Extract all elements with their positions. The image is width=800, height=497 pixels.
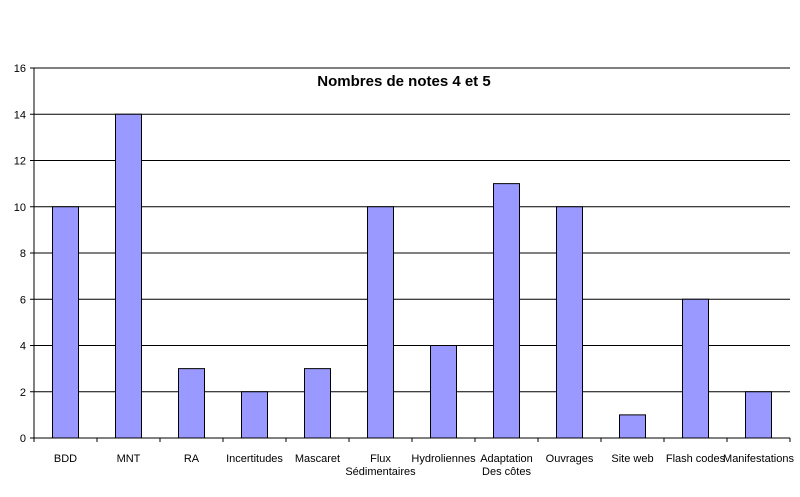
y-tick-label: 12 <box>14 156 26 168</box>
x-tick-label: Flux Sédimentaires <box>345 453 416 478</box>
x-tick-label-line: Incertitudes <box>226 453 283 465</box>
x-tick-label: BDD <box>54 453 77 465</box>
y-tick-label: 2 <box>20 387 26 399</box>
bar <box>556 206 583 439</box>
x-tick-label-line: Hydroliennes <box>411 453 476 465</box>
x-tick-label-line: Flash codes <box>666 453 726 465</box>
bar <box>241 391 268 439</box>
x-tick-label: Manifestations <box>723 453 794 465</box>
x-tick-label-line: Sédimentaires <box>345 466 416 478</box>
x-tick-labels: BDD MNT RA Incertitudes Mascaret Flux Sédiment… <box>54 453 795 478</box>
bar <box>745 391 772 439</box>
x-tick-label-line: MNT <box>117 453 141 465</box>
bar <box>682 298 709 439</box>
x-tick-label-line: RA <box>184 453 200 465</box>
y-tick-label: 6 <box>20 294 26 306</box>
x-tick-label: Incertitudes <box>226 453 283 465</box>
bar <box>304 368 331 439</box>
x-tick-label-line: Adaptation <box>480 453 533 465</box>
x-tick-label-line: Flux <box>370 453 391 465</box>
bar <box>619 414 646 439</box>
y-tick-labels: 0 2 4 6 8 10 12 14 16 <box>14 63 26 445</box>
x-tick-label: Adaptation Des côtes <box>480 453 533 478</box>
x-tick-label: Hydroliennes <box>411 453 476 465</box>
axes <box>30 67 791 442</box>
x-tick-label-line: Ouvrages <box>546 453 594 465</box>
bar <box>493 183 520 439</box>
y-tick-label: 8 <box>20 248 26 260</box>
x-tick-label-line: Mascaret <box>295 453 340 465</box>
x-tick-label: Ouvrages <box>546 453 594 465</box>
x-tick-label: Mascaret <box>295 453 340 465</box>
bar <box>367 206 394 439</box>
x-tick-label-line: Des côtes <box>482 466 531 478</box>
y-tick-label: 10 <box>14 202 26 214</box>
x-tick-label: Flash codes <box>666 453 726 465</box>
bar <box>178 368 205 439</box>
y-tick-label: 14 <box>14 109 26 121</box>
y-tick-label: 16 <box>14 63 26 75</box>
x-tick-label-line: Manifestations <box>723 453 794 465</box>
chart-title: Nombres de notes 4 et 5 <box>317 73 490 90</box>
bar <box>52 206 79 439</box>
bar <box>115 113 142 439</box>
x-tick-label-line: BDD <box>54 453 77 465</box>
bar <box>430 345 457 439</box>
gridlines <box>34 67 790 393</box>
x-tick-label: MNT <box>117 453 141 465</box>
x-tick-label-line: Site web <box>611 453 653 465</box>
x-tick-label: RA <box>184 453 200 465</box>
x-tick-label: Site web <box>611 453 653 465</box>
y-tick-label: 4 <box>20 341 26 353</box>
bars <box>52 113 772 439</box>
y-tick-label: 0 <box>20 433 26 445</box>
